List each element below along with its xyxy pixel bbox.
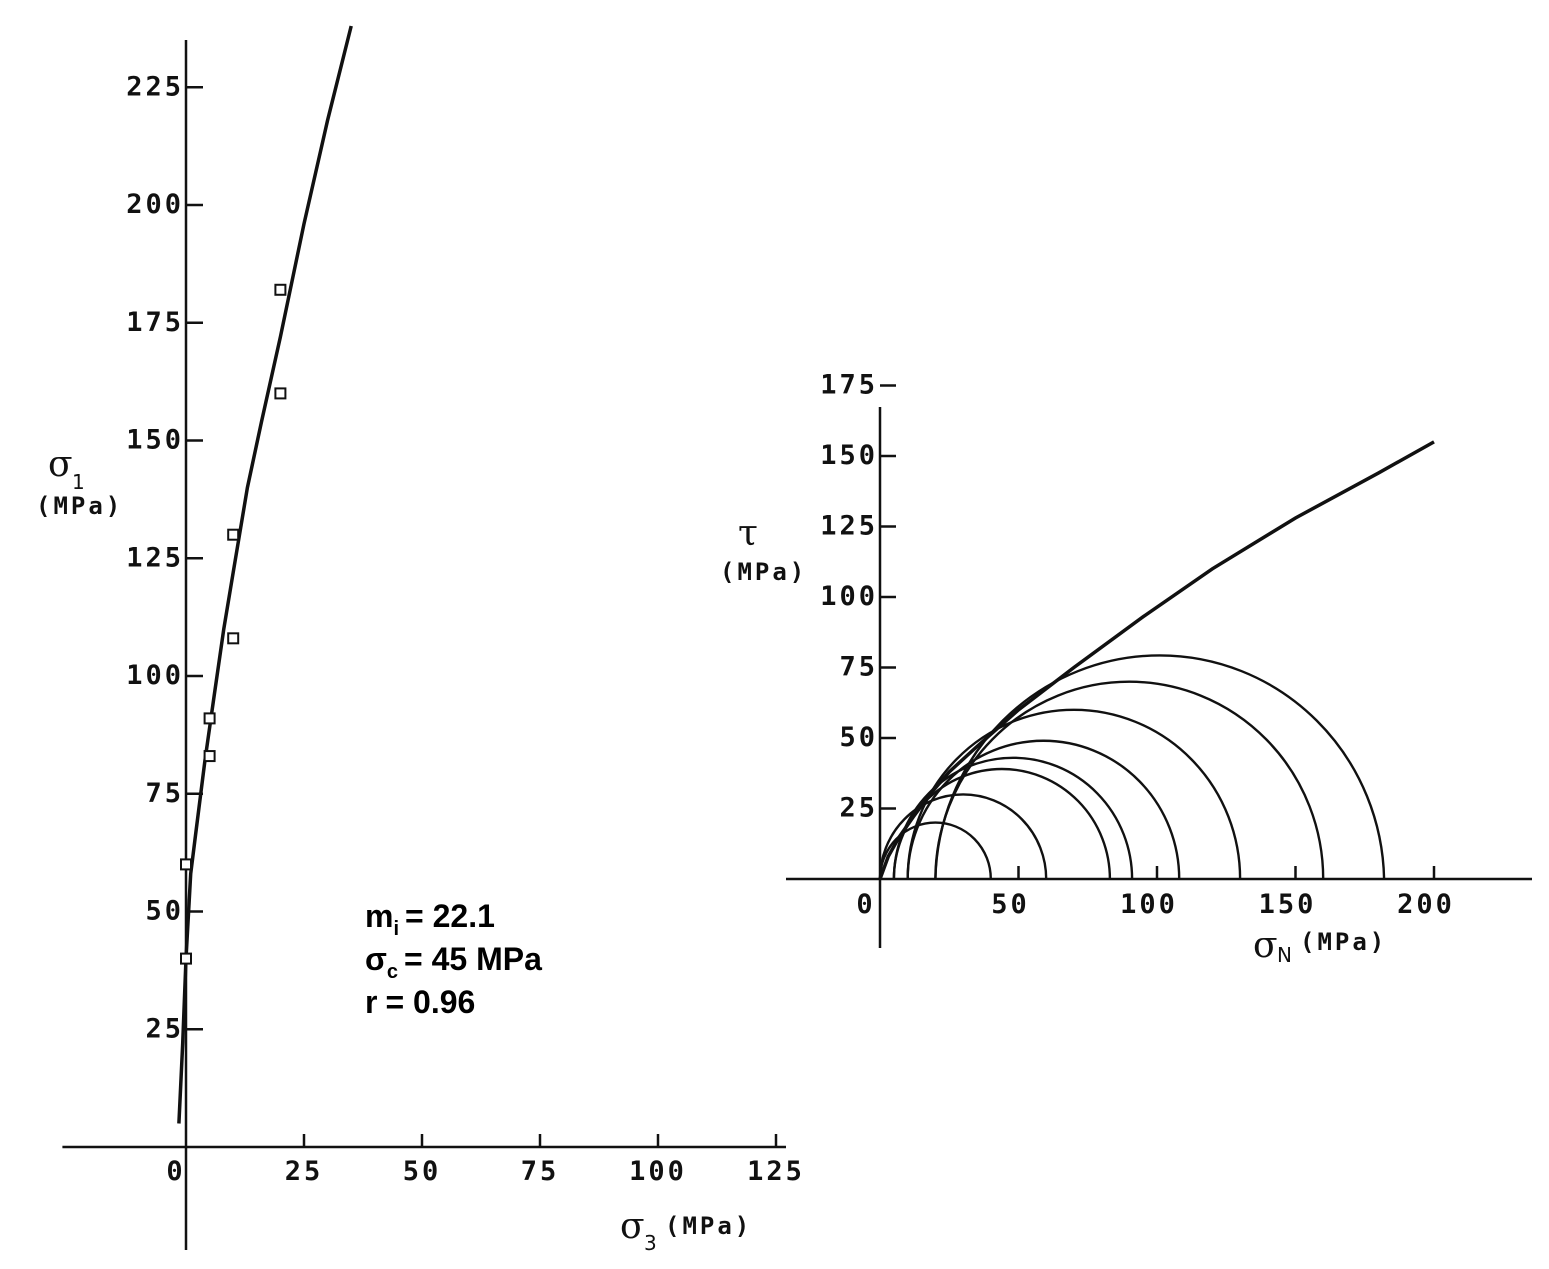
right-x-axis-subscript: N <box>1277 943 1292 967</box>
right-x-tick-label: 150 <box>1259 889 1317 920</box>
left-y-tick-label: 50 <box>145 896 184 927</box>
right-y-tick-label: 100 <box>820 581 878 612</box>
right-ticks: 25 50 75 100 125 150 175 50 100 150 200 <box>820 370 1455 921</box>
left-x-tick-label: 25 <box>285 1156 324 1187</box>
right-y-axis-symbol: τ <box>738 513 758 554</box>
right-x-tick-label: 50 <box>991 889 1030 920</box>
right-y-tick-label: 150 <box>820 440 878 471</box>
right-origin-label: 0 <box>856 889 875 920</box>
right-y-tick-label: 25 <box>839 793 878 824</box>
left-fit-line <box>177 25 353 1124</box>
annotation-sigma-c: σc = 45 MPa <box>365 941 542 983</box>
annotation-sigma-c-name: σ <box>365 941 387 977</box>
mohr-circle <box>934 654 1386 880</box>
left-y-tick-label: 75 <box>145 778 184 809</box>
failure-envelope-line <box>878 440 1435 880</box>
left-data-point <box>203 750 216 763</box>
left-y-tick-label: 125 <box>126 542 184 573</box>
left-x-tick-label: 0 <box>166 1156 185 1187</box>
left-x-tick-label: 50 <box>403 1156 442 1187</box>
annotation-r-value: = 0.96 <box>385 984 475 1020</box>
left-fit-curve <box>177 25 353 1124</box>
left-ticks: 25 50 75 100 125 150 175 200 225 0 25 50 75 100 125 <box>126 71 805 1187</box>
right-x-axis-symbol: σ <box>1253 925 1278 966</box>
annotation-r: r = 0.96 <box>365 984 475 1020</box>
mohr-circle <box>878 821 992 880</box>
mohr-circle <box>906 739 1181 880</box>
left-y-axis-unit: (MPa) <box>36 492 123 520</box>
left-x-tick-label: 100 <box>629 1156 687 1187</box>
left-y-tick-label: 200 <box>126 189 184 220</box>
left-y-axis-subscript: 1 <box>72 470 85 494</box>
annotation-mi-subscript: i <box>393 918 399 940</box>
left-x-axis-symbol: σ <box>620 1206 645 1247</box>
left-y-tick-label: 175 <box>126 307 184 338</box>
right-y-tick-label: 175 <box>820 370 878 401</box>
left-x-axis-unit: (MPa) <box>665 1212 752 1240</box>
right-y-tick-label: 75 <box>839 652 878 683</box>
left-y-tick-label: 100 <box>126 660 184 691</box>
annotation-mi-value: = 22.1 <box>405 898 495 934</box>
right-x-tick-label: 100 <box>1120 889 1178 920</box>
left-data-point <box>180 858 192 871</box>
right-axes <box>786 407 1532 948</box>
annotation-sigma-c-subscript: c <box>387 961 398 983</box>
left-data-point <box>227 632 240 645</box>
annotation-mi-name: m <box>365 898 393 934</box>
left-annotation: mi = 22.1 σc = 45 MPa r = 0.96 <box>365 898 542 1020</box>
right-y-axis-unit: (MPa) <box>720 558 807 586</box>
right-y-tick-label: 50 <box>839 722 878 753</box>
annotation-r-name: r <box>365 984 377 1020</box>
left-data-point <box>274 387 287 400</box>
left-x-axis-subscript: 3 <box>644 1231 657 1255</box>
mohr-circle <box>878 793 1048 880</box>
right-x-tick-label: 200 <box>1397 889 1455 920</box>
mohr-circle <box>892 756 1134 880</box>
right-failure-envelope <box>878 440 1435 880</box>
left-y-axis-symbol: σ <box>48 444 73 485</box>
left-data-point <box>227 528 240 541</box>
left-data-point <box>203 712 216 725</box>
left-y-tick-label: 150 <box>126 425 184 456</box>
left-axes <box>62 40 786 1250</box>
left-y-tick-label: 225 <box>126 71 184 102</box>
annotation-sigma-c-value: = 45 MPa <box>404 941 542 977</box>
left-data-points <box>180 283 287 965</box>
right-x-axis-unit: (MPa) <box>1300 928 1387 956</box>
annotation-mi: mi = 22.1 <box>365 898 495 940</box>
right-y-tick-label: 125 <box>820 511 878 542</box>
left-y-tick-label: 25 <box>145 1013 184 1044</box>
left-data-point <box>274 283 287 296</box>
left-x-tick-label: 75 <box>521 1156 560 1187</box>
left-x-tick-label: 125 <box>747 1156 805 1187</box>
left-data-point <box>180 952 192 965</box>
